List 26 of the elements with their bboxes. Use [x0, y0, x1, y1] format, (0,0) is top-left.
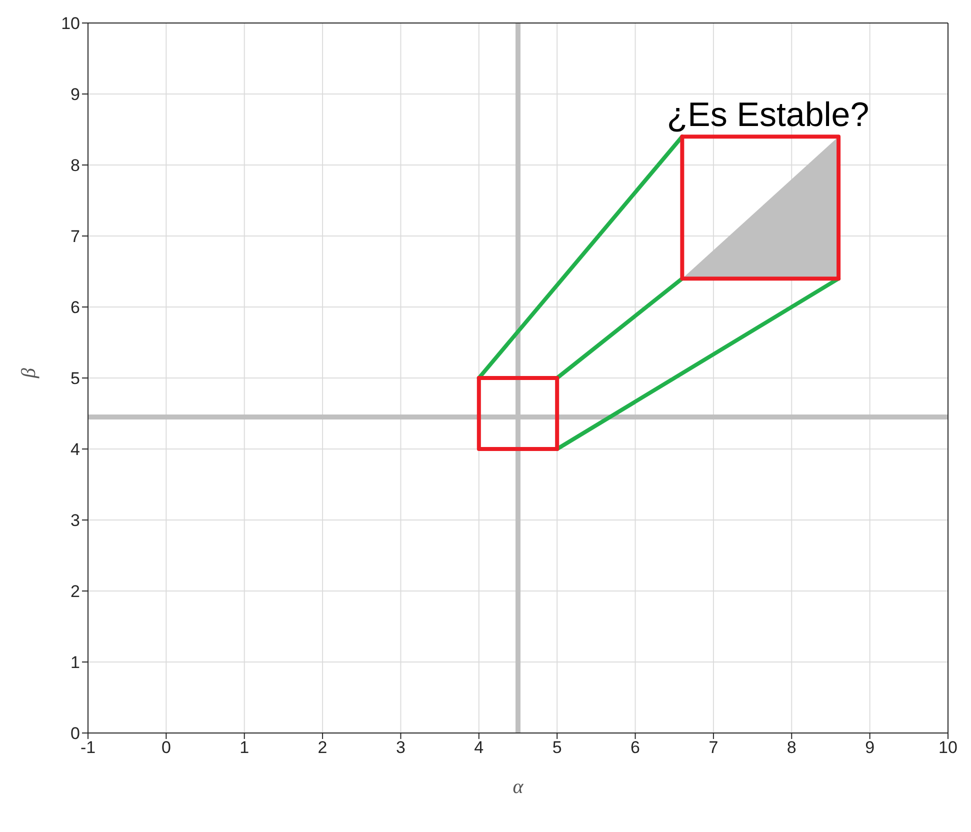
- y-tick-label: 3: [70, 511, 80, 530]
- y-tick-label: 6: [70, 298, 80, 318]
- x-tick-label: 7: [708, 738, 718, 758]
- x-axis-title: α: [512, 776, 524, 798]
- x-tick-label: 8: [786, 738, 796, 758]
- x-tick-label: 5: [552, 738, 562, 758]
- y-tick-label: 0: [70, 724, 80, 744]
- x-tick-label: 3: [396, 738, 406, 758]
- y-tick-label: 4: [70, 440, 80, 460]
- y-axis-title: β: [18, 368, 40, 379]
- x-tick-label: 10: [938, 738, 958, 758]
- y-tick-label: 9: [70, 85, 80, 104]
- y-tick-label: 7: [70, 227, 80, 246]
- y-tick-label: 10: [61, 14, 80, 34]
- x-tick-label: 9: [865, 738, 875, 758]
- x-tick-label: 1: [240, 738, 250, 758]
- y-tick-label: 1: [70, 653, 80, 672]
- y-tick-label: 5: [70, 369, 80, 388]
- x-tick-label: 4: [474, 738, 484, 758]
- y-tick-label: 2: [70, 582, 80, 602]
- annotation: ¿Es Estable?: [666, 96, 870, 134]
- y-tick-label: 8: [70, 156, 80, 176]
- x-tick-label: 2: [318, 738, 328, 758]
- x-tick-label: 0: [161, 738, 171, 758]
- x-tick-label: 6: [630, 738, 640, 758]
- x-tick-label: -1: [80, 738, 96, 758]
